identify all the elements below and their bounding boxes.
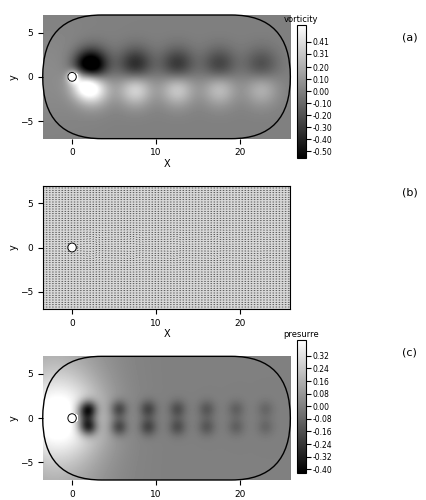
X-axis label: X: X bbox=[163, 330, 170, 340]
Text: (b): (b) bbox=[401, 188, 417, 198]
Title: vorticity: vorticity bbox=[284, 15, 318, 24]
X-axis label: X: X bbox=[163, 159, 170, 169]
Y-axis label: y: y bbox=[9, 244, 18, 250]
Y-axis label: y: y bbox=[9, 416, 18, 421]
Circle shape bbox=[68, 72, 76, 82]
Y-axis label: y: y bbox=[9, 74, 18, 80]
Title: presurre: presurre bbox=[283, 330, 319, 339]
Circle shape bbox=[68, 243, 76, 252]
Text: (a): (a) bbox=[401, 32, 417, 42]
Text: (c): (c) bbox=[402, 348, 416, 358]
Circle shape bbox=[68, 414, 76, 422]
